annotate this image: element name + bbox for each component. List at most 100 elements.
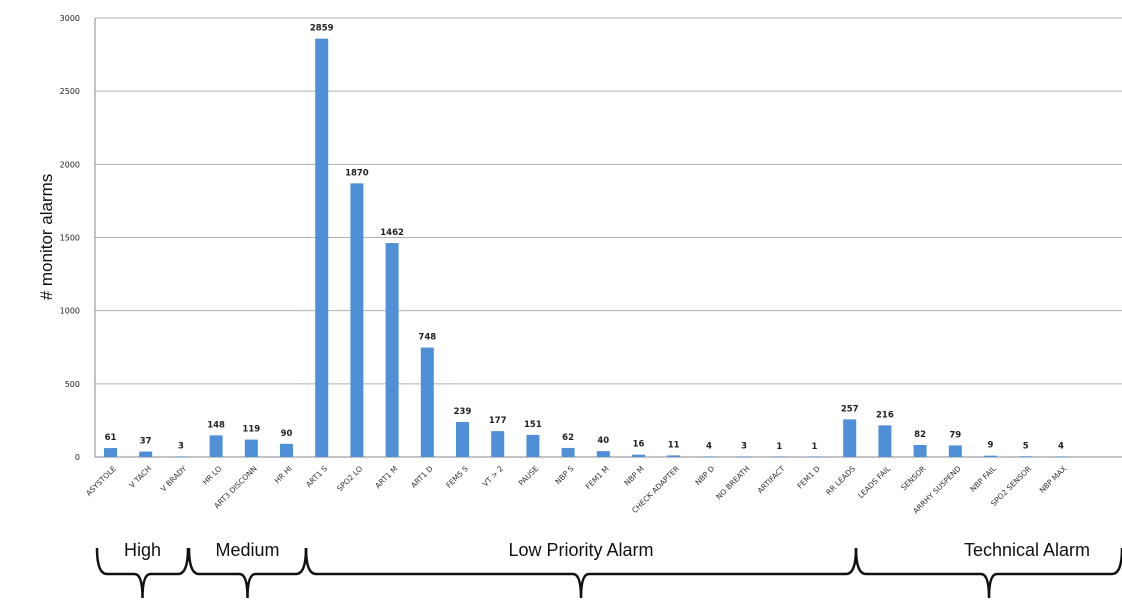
category-label: NBP FAIL xyxy=(968,463,998,493)
y-axis-label: # monitor alarms xyxy=(37,174,56,301)
y-tick-label: 500 xyxy=(65,380,80,389)
value-label: 148 xyxy=(207,420,225,430)
value-label: 82 xyxy=(914,430,926,440)
value-label: 5 xyxy=(1023,441,1029,451)
bar xyxy=(561,447,575,457)
category-label: RR LEADS xyxy=(824,464,857,497)
bar xyxy=(174,456,188,457)
group-brace xyxy=(95,547,190,599)
value-label: 4 xyxy=(1058,441,1064,451)
category-label: SENSOR xyxy=(899,464,927,492)
category-label: NO BREATH xyxy=(714,464,751,501)
value-label: 4 xyxy=(706,441,712,451)
value-label: 40 xyxy=(597,436,609,446)
bar xyxy=(315,38,329,458)
value-label: 2859 xyxy=(310,24,334,34)
y-tick-label: 1500 xyxy=(60,234,80,243)
category-label: NBP MAX xyxy=(1038,464,1069,495)
y-tick-label: 2500 xyxy=(60,87,80,96)
bar xyxy=(350,183,364,457)
value-label: 16 xyxy=(633,440,645,450)
value-label: 9 xyxy=(988,441,994,451)
group-brace xyxy=(854,547,1122,599)
value-label: 3 xyxy=(178,442,184,452)
value-label: 177 xyxy=(489,416,507,426)
group-label: Medium xyxy=(215,540,279,560)
value-label: 3 xyxy=(741,442,747,452)
bar xyxy=(808,456,821,457)
category-label: NBP M xyxy=(622,464,645,487)
category-label: NBP S xyxy=(553,464,575,486)
bar xyxy=(139,451,153,457)
category-label: NBP D xyxy=(693,464,716,487)
bar xyxy=(104,448,117,457)
bar xyxy=(948,445,962,457)
bar xyxy=(667,455,681,457)
bar xyxy=(209,435,223,457)
value-label: 37 xyxy=(140,437,152,447)
category-label: ART1 M xyxy=(373,464,399,490)
value-label: 119 xyxy=(242,425,260,435)
group-label: High xyxy=(124,540,161,560)
category-label: ART1 S xyxy=(304,464,329,489)
category-label: V TACH xyxy=(127,464,153,490)
category-label: ASYSTOLE xyxy=(84,464,118,498)
category-label: ARTIFACT xyxy=(756,464,787,495)
bar xyxy=(1054,456,1068,457)
category-label: SPO2 LO xyxy=(335,464,364,493)
bar xyxy=(280,443,293,457)
bar xyxy=(244,439,258,457)
bar xyxy=(772,456,786,457)
value-label: 1462 xyxy=(380,228,404,238)
bar xyxy=(737,456,751,457)
gridlines xyxy=(94,17,1122,458)
category-label: ART1 D xyxy=(409,464,435,490)
bar xyxy=(702,456,716,457)
value-label: 1 xyxy=(812,442,818,452)
value-label: 1870 xyxy=(345,168,369,178)
bar xyxy=(984,455,997,457)
value-label: 1 xyxy=(776,442,782,452)
category-label: V BRADY xyxy=(159,464,189,494)
y-tick-label: 2000 xyxy=(60,160,80,169)
category-label: HR HI xyxy=(273,464,294,485)
value-label: 239 xyxy=(454,407,472,417)
category-label: HR LO xyxy=(201,464,224,487)
value-label: 61 xyxy=(105,433,117,443)
bar xyxy=(596,451,610,457)
category-label: FEM5 S xyxy=(444,464,470,490)
value-label: 11 xyxy=(668,440,680,450)
group-braces: High Medium Low Priority Alarm Technical Al… xyxy=(95,540,1122,599)
bar xyxy=(420,347,434,457)
value-label: 151 xyxy=(524,420,542,430)
bar xyxy=(385,243,399,457)
y-tick-label: 3000 xyxy=(60,14,80,23)
bar xyxy=(878,425,892,457)
bar xyxy=(843,419,857,457)
bar xyxy=(913,445,927,457)
group-label: Low Priority Alarm xyxy=(508,540,653,560)
bar xyxy=(632,454,645,457)
value-label: 748 xyxy=(418,333,436,343)
bar xyxy=(456,422,469,457)
value-label: 257 xyxy=(841,404,859,414)
category-label: VT > 2 xyxy=(481,464,506,489)
value-label: 90 xyxy=(281,429,293,439)
value-label: 216 xyxy=(876,410,894,420)
y-tick-label: 1000 xyxy=(60,307,80,316)
y-axis-ticks: 0 500 1000 1500 2000 2500 3000 xyxy=(60,14,80,462)
y-tick-label: 0 xyxy=(75,453,80,462)
category-label: FEM1 M xyxy=(584,464,611,491)
value-label: 62 xyxy=(562,433,574,443)
category-label: LEADS FAIL xyxy=(856,463,893,500)
category-label: FEM1 D xyxy=(795,464,822,491)
bar xyxy=(491,431,505,457)
group-brace xyxy=(187,547,308,599)
bar xyxy=(1019,456,1033,457)
bar xyxy=(526,434,540,457)
group-label: Technical Alarm xyxy=(964,540,1090,560)
category-label: PAUSE xyxy=(517,464,541,488)
